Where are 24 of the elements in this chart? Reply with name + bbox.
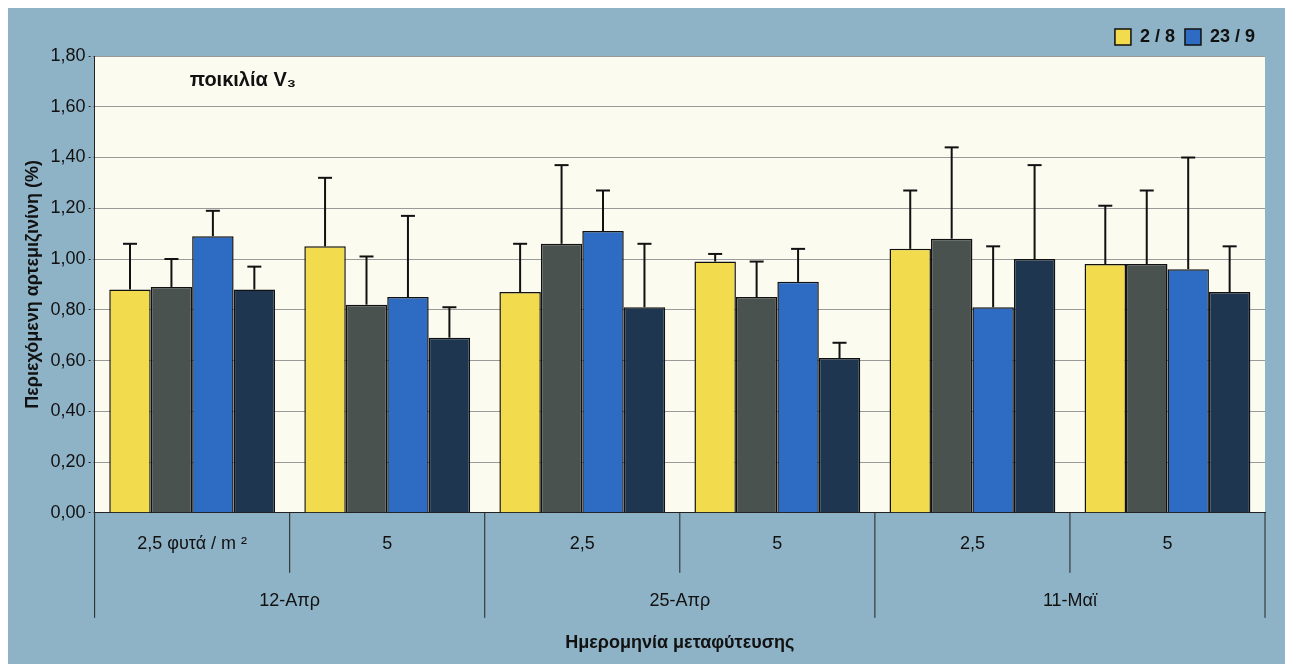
- y-tick-label: 0,60: [50, 349, 86, 370]
- x-tick-label: 2,5 φυτά / m ²: [137, 532, 248, 553]
- y-tick-label: 0,20: [50, 451, 86, 472]
- text: 12-Απρ: [259, 589, 321, 610]
- x-tick-label: 5: [382, 532, 393, 553]
- x-tick-label: 5: [1162, 532, 1173, 553]
- y-tick-label: 1,00: [50, 247, 86, 268]
- text: 25-Απρ: [649, 589, 711, 610]
- y-tick-label: 1,40: [50, 146, 86, 167]
- y-tick-label: 1,60: [50, 95, 86, 116]
- legend-label: 23 / 9: [1209, 25, 1256, 46]
- x-tick-label: 2,5: [569, 532, 595, 553]
- text: 11-Μαϊ: [1042, 589, 1098, 610]
- y-tick-label: 0,00: [50, 501, 86, 522]
- y-axis-title: Περιεχόμενη αρτεμιζινίνη (%): [21, 160, 43, 409]
- text: ποικιλία V₃: [189, 67, 296, 90]
- x-axis-title: Ημερομηνία μεταφύτευσης: [565, 632, 795, 653]
- y-tick-label: 1,20: [50, 197, 86, 218]
- x-tick-label: 2,5: [959, 532, 985, 553]
- legend-label: 2 / 8: [1139, 25, 1175, 46]
- y-tick-label: 0,40: [50, 400, 86, 421]
- y-tick-label: 0,80: [50, 298, 86, 319]
- y-tick-label: 1,80: [50, 44, 86, 65]
- x-tick-label: 5: [772, 532, 783, 553]
